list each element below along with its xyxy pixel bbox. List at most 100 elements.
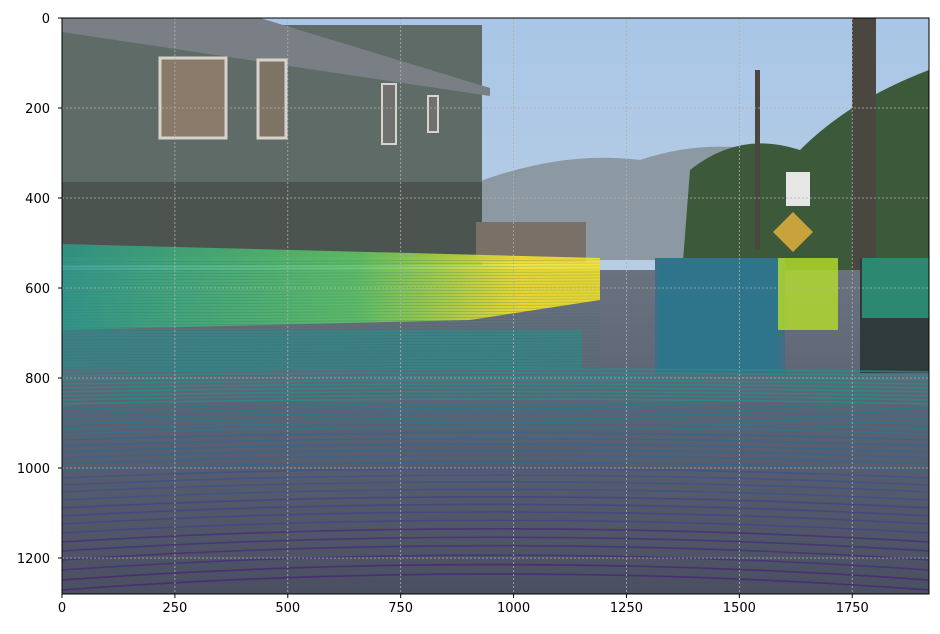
- scan-ring: [62, 307, 601, 311]
- scan-ring: [62, 544, 929, 561]
- scan-ring: [62, 319, 601, 323]
- scan-ring: [62, 417, 929, 425]
- x-tick-label: 750: [388, 601, 413, 616]
- x-tick-label: 1250: [610, 601, 643, 616]
- scan-ring: [62, 304, 601, 308]
- scan-ring: [62, 268, 601, 272]
- scan-ring: [62, 295, 601, 299]
- scan-ring: [62, 371, 929, 377]
- axes-frame: [61, 17, 930, 595]
- scan-ring: [62, 283, 601, 287]
- y-axis: 0 200 400 600 800 1000 1200: [17, 12, 62, 567]
- scan-ring: [62, 310, 601, 314]
- lidar-scan-rings: [62, 259, 929, 591]
- scan-ring: [62, 536, 929, 552]
- speed-limit-sign: [786, 172, 810, 206]
- scan-ring: [62, 325, 601, 329]
- utility-pole-far: [755, 70, 760, 250]
- x-tick-label: 1750: [836, 601, 869, 616]
- scan-ring: [62, 474, 929, 486]
- lidar-points-sign-pole: [778, 258, 838, 330]
- x-tick-label: 1000: [497, 601, 530, 616]
- scan-ring: [62, 277, 601, 281]
- scan-ring: [62, 454, 929, 465]
- window: [427, 95, 439, 133]
- scan-ring: [62, 443, 929, 453]
- scan-ring: [62, 481, 929, 493]
- window: [256, 58, 288, 140]
- scan-ring: [62, 503, 929, 517]
- scan-ring: [62, 368, 929, 373]
- scan-ring: [62, 563, 929, 581]
- scan-ring: [62, 528, 929, 543]
- scan-ring: [62, 301, 601, 305]
- scan-ring: [62, 398, 929, 405]
- window: [158, 56, 228, 140]
- x-axis: 0 250 500 750 1000 1250 1500 1750: [58, 594, 869, 616]
- x-tick-label: 0: [58, 601, 66, 616]
- lidar-points-facade: [62, 244, 600, 330]
- scan-ring: [62, 313, 601, 317]
- scan-ring: [62, 394, 929, 401]
- scan-ring: [62, 343, 601, 347]
- speed-sign: [773, 212, 813, 252]
- scan-ring: [62, 292, 601, 296]
- scan-ring: [62, 402, 929, 410]
- scan-ring: [62, 322, 601, 326]
- scan-ring: [62, 449, 929, 459]
- scan-ring: [62, 573, 929, 591]
- scan-ring: [62, 511, 929, 525]
- y-tick-label: 1200: [17, 552, 50, 567]
- scan-ring: [62, 467, 929, 479]
- scan-ring: [62, 383, 929, 389]
- y-tick-label: 200: [25, 102, 50, 117]
- scan-ring: [62, 349, 601, 353]
- scan-ring: [62, 280, 601, 284]
- scan-ring: [62, 331, 601, 335]
- lidar-points-van: [658, 258, 778, 370]
- scan-ring: [62, 437, 929, 447]
- scan-ring: [62, 355, 601, 359]
- scan-ring: [62, 496, 929, 509]
- scan-ring: [62, 367, 601, 371]
- y-tick-label: 0: [42, 12, 50, 27]
- scan-ring: [62, 358, 601, 362]
- scan-ring: [62, 379, 929, 385]
- window: [381, 83, 397, 145]
- scan-ring: [62, 289, 601, 293]
- scan-ring: [62, 387, 929, 393]
- scan-ring: [62, 271, 601, 275]
- scan-ring: [62, 361, 601, 365]
- scan-ring: [62, 274, 601, 278]
- y-tick-label: 800: [25, 372, 50, 387]
- x-tick-label: 250: [162, 601, 187, 616]
- scan-ring: [62, 298, 601, 302]
- scan-ring: [62, 421, 929, 430]
- scan-ring: [62, 554, 929, 571]
- scan-ring: [62, 316, 601, 320]
- scan-ring: [62, 426, 929, 435]
- lidar-points-ground-near: [62, 330, 582, 370]
- scan-ring: [62, 328, 601, 332]
- scan-ring: [62, 432, 929, 441]
- garage-level: [62, 182, 482, 257]
- x-tick-label: 500: [275, 601, 300, 616]
- y-tick-label: 400: [25, 192, 50, 207]
- scan-ring: [62, 265, 601, 269]
- scan-ring: [62, 407, 929, 415]
- x-tick-label: 1500: [723, 601, 756, 616]
- scan-ring: [62, 337, 601, 341]
- scan-ring: [62, 352, 601, 356]
- scan-ring: [62, 340, 601, 344]
- scan-ring: [62, 519, 929, 534]
- scan-ring: [62, 334, 601, 338]
- scan-ring: [62, 364, 601, 368]
- utility-pole: [852, 18, 876, 298]
- scan-ring: [62, 346, 601, 350]
- scan-ring: [62, 390, 929, 397]
- street-photo: [62, 18, 929, 594]
- y-tick-label: 600: [25, 282, 50, 297]
- scan-ring: [62, 488, 929, 501]
